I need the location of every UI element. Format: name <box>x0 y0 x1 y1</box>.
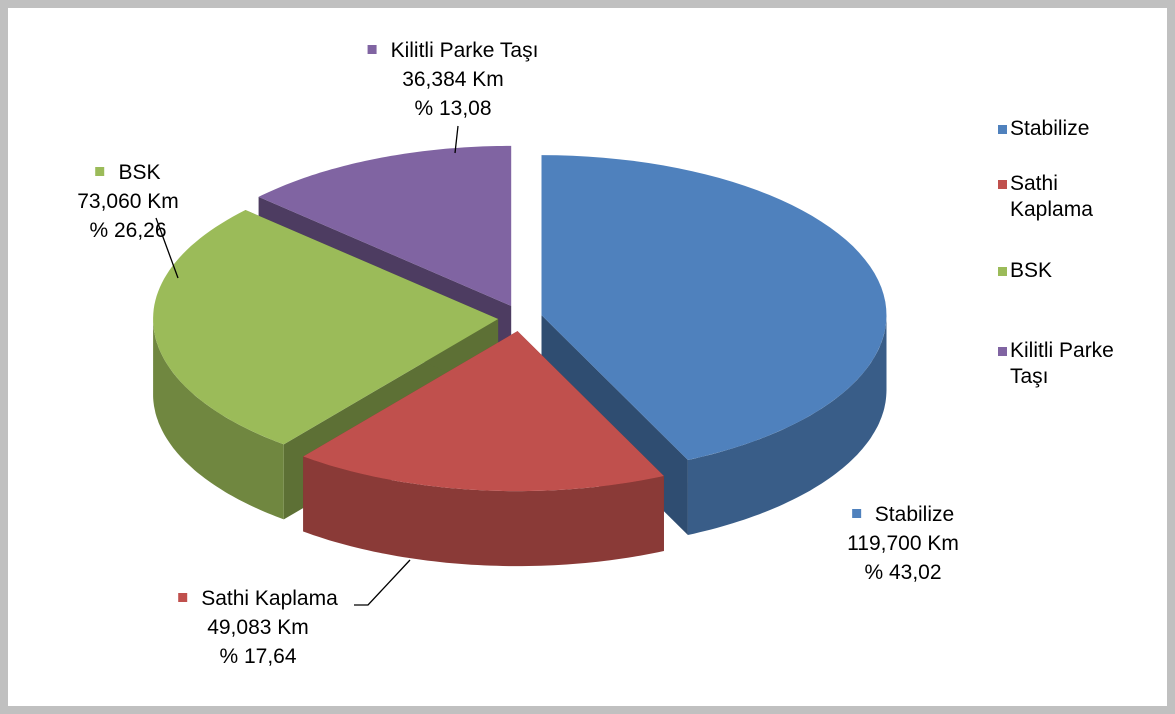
data-label-name: Stabilize <box>847 500 959 529</box>
legend-marker <box>998 347 1007 356</box>
slice <box>541 155 887 460</box>
legend-entry: Stabilize <box>998 116 1128 142</box>
slice <box>258 145 512 306</box>
legend-text: Sathi Kaplama <box>1010 172 1093 221</box>
legend-text: Stabilize <box>1010 117 1090 140</box>
legend-text: Kilitli Parke Taşı <box>1010 339 1114 388</box>
chart <box>153 125 887 606</box>
label-text: BSK <box>118 161 161 184</box>
data-label-value: 36,384 Km <box>368 65 539 94</box>
percent-text: % 13,08 <box>414 97 492 120</box>
slice <box>153 210 499 445</box>
data-label: Kilitli Parke Taşı 36,384 Km % 13,08 <box>367 36 539 123</box>
data-label-percent: % 13,08 <box>368 94 539 123</box>
data-label-percent: % 26,26 <box>77 216 179 245</box>
data-label-name: Sathi Kaplama <box>178 584 338 613</box>
data-label-name: Kilitli Parke Taşı <box>367 36 539 65</box>
legend-entry: Sathi Kaplama <box>998 171 1128 223</box>
data-label-value: 73,060 Km <box>77 187 179 216</box>
value-text: 119,700 Km <box>847 532 959 555</box>
leader-line <box>155 217 179 279</box>
legend-entry: BSK <box>998 258 1128 284</box>
label-marker <box>851 509 861 518</box>
leader-line <box>454 125 459 154</box>
label-marker <box>178 593 188 602</box>
label-marker <box>95 167 105 176</box>
legend-marker <box>998 267 1007 276</box>
slice-tops <box>153 145 887 492</box>
leader-line <box>354 559 411 606</box>
data-label-name: BSK <box>77 158 179 187</box>
slice-side <box>303 456 664 567</box>
data-label-percent: % 17,64 <box>178 642 338 671</box>
percent-text: % 17,64 <box>219 645 297 668</box>
data-label-value: 49,083 Km <box>178 613 338 642</box>
data-label-value: 119,700 Km <box>847 529 959 558</box>
data-label: Stabilize 119,700 Km % 43,02 <box>847 500 959 587</box>
label-text: Sathi Kaplama <box>201 587 338 610</box>
label-text: Stabilize <box>874 503 955 526</box>
value-text: 73,060 Km <box>77 190 179 213</box>
legend-text: BSK <box>1010 259 1053 282</box>
legend-marker <box>998 180 1007 189</box>
percent-text: % 43,02 <box>864 561 942 584</box>
slice <box>303 331 664 492</box>
label-text: Kilitli Parke Taşı <box>390 39 539 62</box>
percent-text: % 26,26 <box>89 219 167 242</box>
legend-marker <box>998 125 1007 134</box>
legend-entry: Kilitli Parke Taşı <box>998 338 1128 390</box>
data-label-percent: % 43,02 <box>847 558 959 587</box>
slice-side <box>687 315 887 535</box>
data-label: Sathi Kaplama 49,083 Km % 17,64 <box>178 584 338 671</box>
data-label: BSK 73,060 Km % 26,26 <box>77 158 179 245</box>
value-text: 36,384 Km <box>402 68 504 91</box>
value-text: 49,083 Km <box>207 616 309 639</box>
label-marker <box>367 45 377 54</box>
slice-side <box>153 319 284 520</box>
